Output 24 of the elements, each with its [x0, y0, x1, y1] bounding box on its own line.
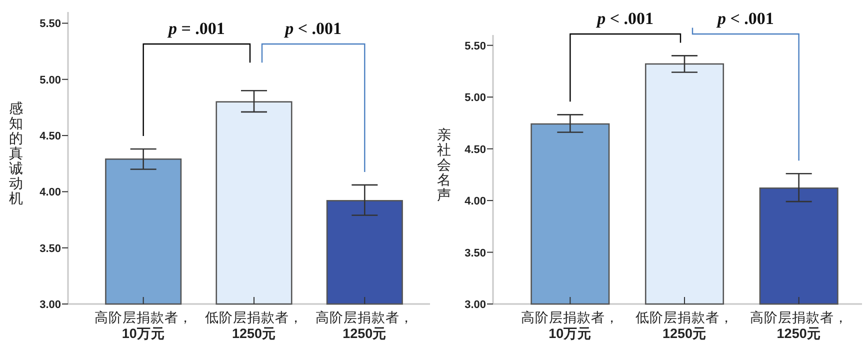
- text: p < .001: [595, 9, 654, 28]
- y-tick-label: 4.00: [464, 196, 486, 208]
- y-tick-label: 5.50: [464, 40, 486, 52]
- x-tick-label: 高阶层捐款者， 1250元: [750, 310, 848, 341]
- y-tick-label: 5.00: [40, 74, 61, 86]
- y-tick-label: 5.00: [464, 92, 486, 104]
- y-tick-label: 3.50: [40, 242, 61, 255]
- x-tick-label: 低阶层捐款者， 1250元: [205, 310, 303, 341]
- annotation: p < .001: [283, 19, 342, 38]
- y-tick-label: 4.00: [40, 186, 61, 199]
- y-tick-label: 4.50: [40, 130, 61, 143]
- y-axis-title: 感知的真诚动机: [9, 100, 23, 206]
- y-tick-label: 4.50: [464, 144, 486, 156]
- text: p < .001: [715, 9, 774, 28]
- y-tick-label: 5.50: [40, 18, 61, 30]
- x-tick-label: 高阶层捐款者， 10万元: [94, 310, 192, 341]
- x-tick-label: 高阶层捐款者， 10万元: [521, 310, 620, 341]
- y-axis-title: 亲社会名声: [437, 126, 451, 202]
- y-tick-label: 3.00: [40, 299, 61, 311]
- annotation: p = .001: [166, 19, 225, 38]
- x-tick-label: 低阶层捐款者， 1250元: [636, 310, 734, 341]
- x-tick-label: 高阶层捐款者， 1250元: [316, 310, 414, 341]
- y-tick-label: 3.00: [464, 299, 486, 311]
- y-tick-label: 3.50: [464, 247, 486, 260]
